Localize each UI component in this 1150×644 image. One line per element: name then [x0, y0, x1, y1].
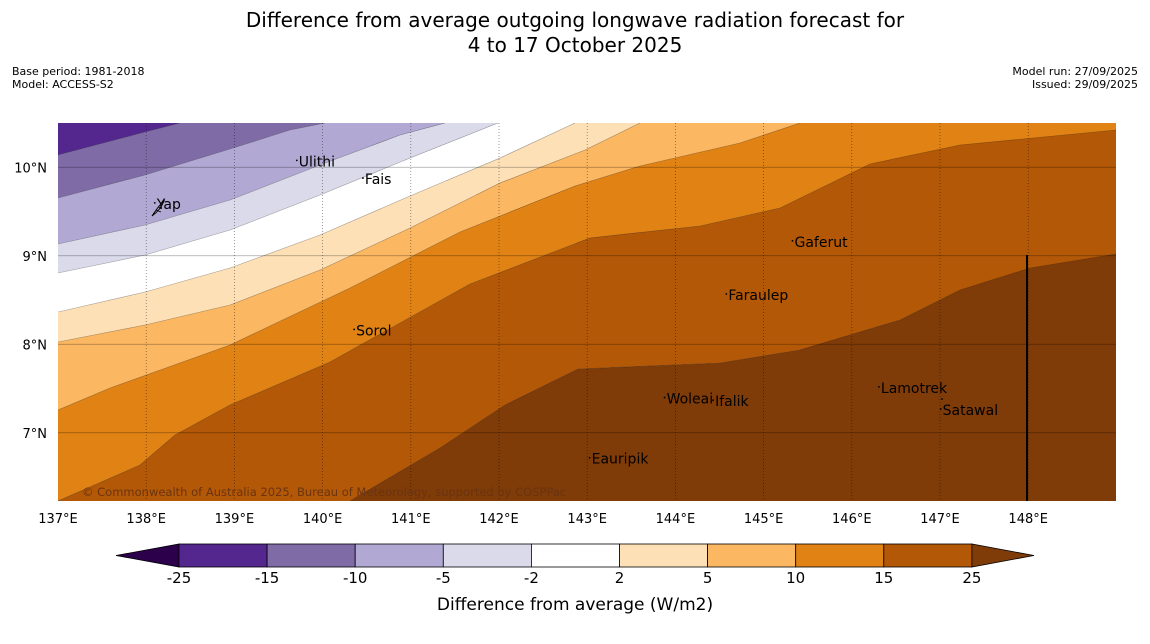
place-label-faraulep: Faraulep	[728, 288, 788, 304]
contour-line-1	[58, 123, 326, 199]
colorbar-tick-label: 15	[874, 569, 893, 587]
contour-band-9	[58, 123, 1116, 501]
colorbar-swatch	[883, 543, 973, 568]
island-marker	[878, 386, 880, 388]
colorbar-tick-label: 25	[962, 569, 981, 587]
island-marker	[362, 177, 364, 179]
lon-tick-label: 139°E	[215, 512, 255, 527]
graticule	[58, 123, 1116, 501]
contour-line-8	[349, 253, 1116, 501]
island-marker	[712, 399, 714, 402]
contour-band-0	[58, 123, 180, 155]
colorbar-tick-label: -2	[524, 569, 539, 587]
colorbar-tick-label: -25	[167, 569, 192, 587]
colorbar: -25 -15 -10 -5 -2 2 5 10 15 25	[115, 543, 1035, 587]
yap-island-icon	[151, 199, 166, 217]
colorbar-tick-label: 2	[615, 569, 625, 587]
colorbar-swatch	[354, 543, 444, 568]
island-marker	[939, 408, 942, 410]
colorbar-swatch	[707, 543, 797, 568]
issued-date: Issued: 29/09/2025	[1031, 78, 1138, 91]
contour-line-3	[58, 123, 499, 274]
colorbar-swatch	[178, 543, 268, 568]
place-label-ulithi: Ulithi	[299, 154, 335, 170]
colorbar-over-arrow	[971, 543, 1035, 568]
model-name: Model: ACCESS-S2	[12, 78, 114, 91]
lon-tick-label: 144°E	[656, 512, 696, 527]
lon-tick-label: 143°E	[567, 512, 607, 527]
lon-tick-label: 141°E	[391, 512, 431, 527]
island-marker	[588, 456, 591, 459]
island-marker	[941, 398, 943, 400]
island-marker	[353, 328, 356, 331]
place-label-yap: Yap	[156, 197, 181, 213]
place-label-sorol: Sorol	[356, 323, 391, 339]
lat-tick-label: 7°N	[23, 427, 48, 442]
colorbar-swatch	[619, 543, 708, 568]
place-label-lamotrek: Lamotrek	[881, 381, 948, 397]
island-marker	[725, 293, 728, 295]
place-label-fais: Fais	[365, 172, 392, 188]
colorbar-swatch	[266, 543, 356, 568]
lon-tick-label: 137°E	[38, 512, 78, 527]
place-label-eauripik: Eauripik	[592, 452, 650, 468]
lon-tick-label: 145°E	[744, 512, 784, 527]
lat-tick-label: 8°N	[23, 338, 48, 353]
place-label-woleai: Woleai	[667, 392, 714, 408]
colorbar-swatch	[442, 543, 532, 568]
colorbar-tick-label: -5	[436, 569, 451, 587]
colorbar-tick-label: 5	[703, 569, 713, 587]
island-marker	[791, 240, 794, 242]
lon-tick-label: 147°E	[920, 512, 960, 527]
contour-line-0	[58, 123, 181, 156]
island-marker	[663, 396, 666, 399]
colorbar-tick-label: -15	[255, 569, 280, 587]
contour-line-2	[58, 123, 446, 245]
base-period: Base period: 1981-2018	[12, 65, 145, 78]
title-line-2: 4 to 17 October 2025	[467, 33, 683, 57]
model-run: Model run: 27/09/2025	[1012, 65, 1138, 78]
lat-tick-label: 9°N	[23, 250, 48, 265]
lat-tick-label: 10°N	[14, 161, 47, 176]
contour-line-7	[58, 129, 1116, 501]
island-marker	[295, 159, 298, 162]
info-right: Model run: 27/09/2025 Issued: 29/09/2025	[1012, 65, 1138, 91]
axis-tick-labels: 137°E 138°E 139°E 140°E 141°E 142°E 143°E 144°E…	[14, 161, 1048, 527]
colorbar-tick-label: -10	[343, 569, 368, 587]
lon-tick-label: 148°E	[1008, 512, 1048, 527]
lon-tick-label: 140°E	[303, 512, 343, 527]
colorbar-swatch	[795, 543, 885, 568]
island-marker	[153, 201, 156, 204]
contour-line-6	[58, 123, 801, 411]
copyright-text: © Commonwealth of Australia 2025, Bureau…	[82, 485, 566, 499]
contour-line-5	[58, 123, 641, 343]
colorbar-title: Difference from average (W/m2)	[437, 595, 713, 615]
chart-title: Difference from average outgoing longwav…	[0, 8, 1150, 58]
place-label-satawal: Satawal	[943, 403, 998, 419]
colorbar-tick-label: 10	[786, 569, 805, 587]
lon-tick-label: 146°E	[832, 512, 872, 527]
colorbar-under-arrow	[115, 543, 180, 568]
contour-line-4	[58, 123, 576, 313]
info-left: Base period: 1981-2018 Model: ACCESS-S2	[12, 65, 144, 91]
place-label-gaferut: Gaferut	[794, 235, 848, 251]
title-line-1: Difference from average outgoing longwav…	[245, 8, 905, 32]
place-labels: Yap Ulithi Fais Sorol Gaferut Faraulep Woleai I…	[153, 154, 998, 468]
colorbar-swatch	[531, 543, 620, 568]
lon-tick-label: 142°E	[479, 512, 519, 527]
place-label-ifalik: Ifalik	[715, 394, 749, 410]
lon-tick-label: 138°E	[126, 512, 166, 527]
